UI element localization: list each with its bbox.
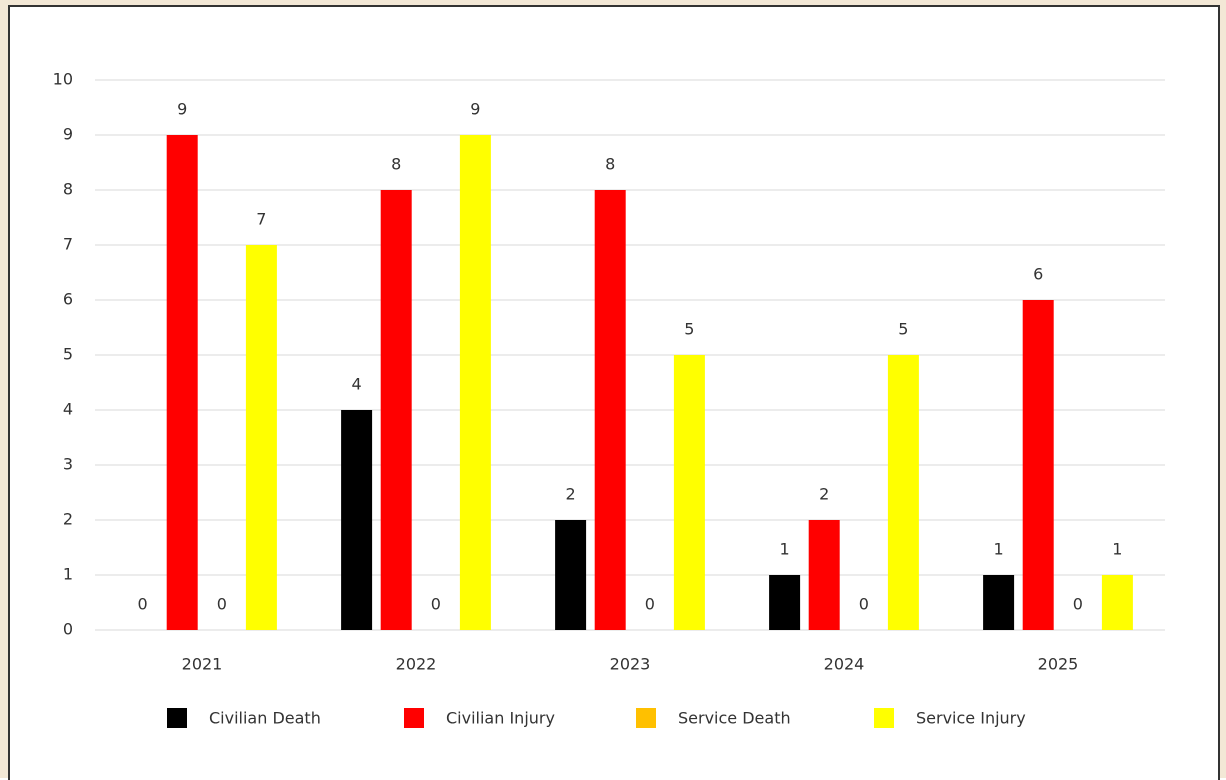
bar (459, 135, 491, 630)
data-label: 0 (217, 595, 227, 614)
data-label: 2 (819, 485, 829, 504)
bar (555, 520, 587, 630)
y-tick-label: 7 (63, 235, 73, 254)
data-label: 0 (1073, 595, 1083, 614)
data-label: 1 (1112, 540, 1122, 559)
bar (245, 245, 277, 630)
legend-label: Civilian Injury (446, 709, 555, 728)
bar (380, 190, 412, 630)
y-tick-label: 4 (63, 400, 73, 419)
data-label: 0 (645, 595, 655, 614)
bar (1101, 575, 1133, 630)
legend-swatch (167, 708, 187, 728)
data-label: 5 (898, 320, 908, 339)
data-label: 2 (566, 485, 576, 504)
x-tick-label: 2024 (824, 655, 865, 674)
legend-label: Civilian Death (209, 709, 321, 728)
y-tick-label: 5 (63, 345, 73, 364)
bar (594, 190, 626, 630)
legend-swatch (636, 708, 656, 728)
data-label: 8 (391, 155, 401, 174)
data-label: 4 (352, 375, 362, 394)
data-label: 0 (859, 595, 869, 614)
y-tick-label: 9 (63, 125, 73, 144)
data-label: 1 (994, 540, 1004, 559)
y-tick-label: 2 (63, 510, 73, 529)
y-tick-label: 0 (63, 620, 73, 639)
legend-label: Service Injury (916, 709, 1026, 728)
data-label: 6 (1033, 265, 1043, 284)
data-label: 0 (431, 595, 441, 614)
data-label: 9 (470, 100, 480, 119)
legend-swatch (404, 708, 424, 728)
bar (673, 355, 705, 630)
x-tick-label: 2025 (1038, 655, 1079, 674)
y-tick-label: 6 (63, 290, 73, 309)
bar (983, 575, 1015, 630)
bar (769, 575, 801, 630)
legend-label: Service Death (678, 709, 791, 728)
bar (887, 355, 919, 630)
y-tick-label: 8 (63, 180, 73, 199)
data-label: 1 (780, 540, 790, 559)
y-tick-label: 3 (63, 455, 73, 474)
legend-swatch (874, 708, 894, 728)
bar (166, 135, 198, 630)
data-label: 5 (684, 320, 694, 339)
bar (808, 520, 840, 630)
bar (341, 410, 373, 630)
x-tick-label: 2022 (396, 655, 437, 674)
data-label: 8 (605, 155, 615, 174)
x-tick-label: 2021 (182, 655, 223, 674)
y-tick-label: 1 (63, 565, 73, 584)
data-label: 0 (138, 595, 148, 614)
y-tick-label: 10 (53, 70, 73, 89)
data-label: 9 (177, 100, 187, 119)
data-label: 7 (256, 210, 266, 229)
bar (1022, 300, 1054, 630)
x-tick-label: 2023 (610, 655, 651, 674)
